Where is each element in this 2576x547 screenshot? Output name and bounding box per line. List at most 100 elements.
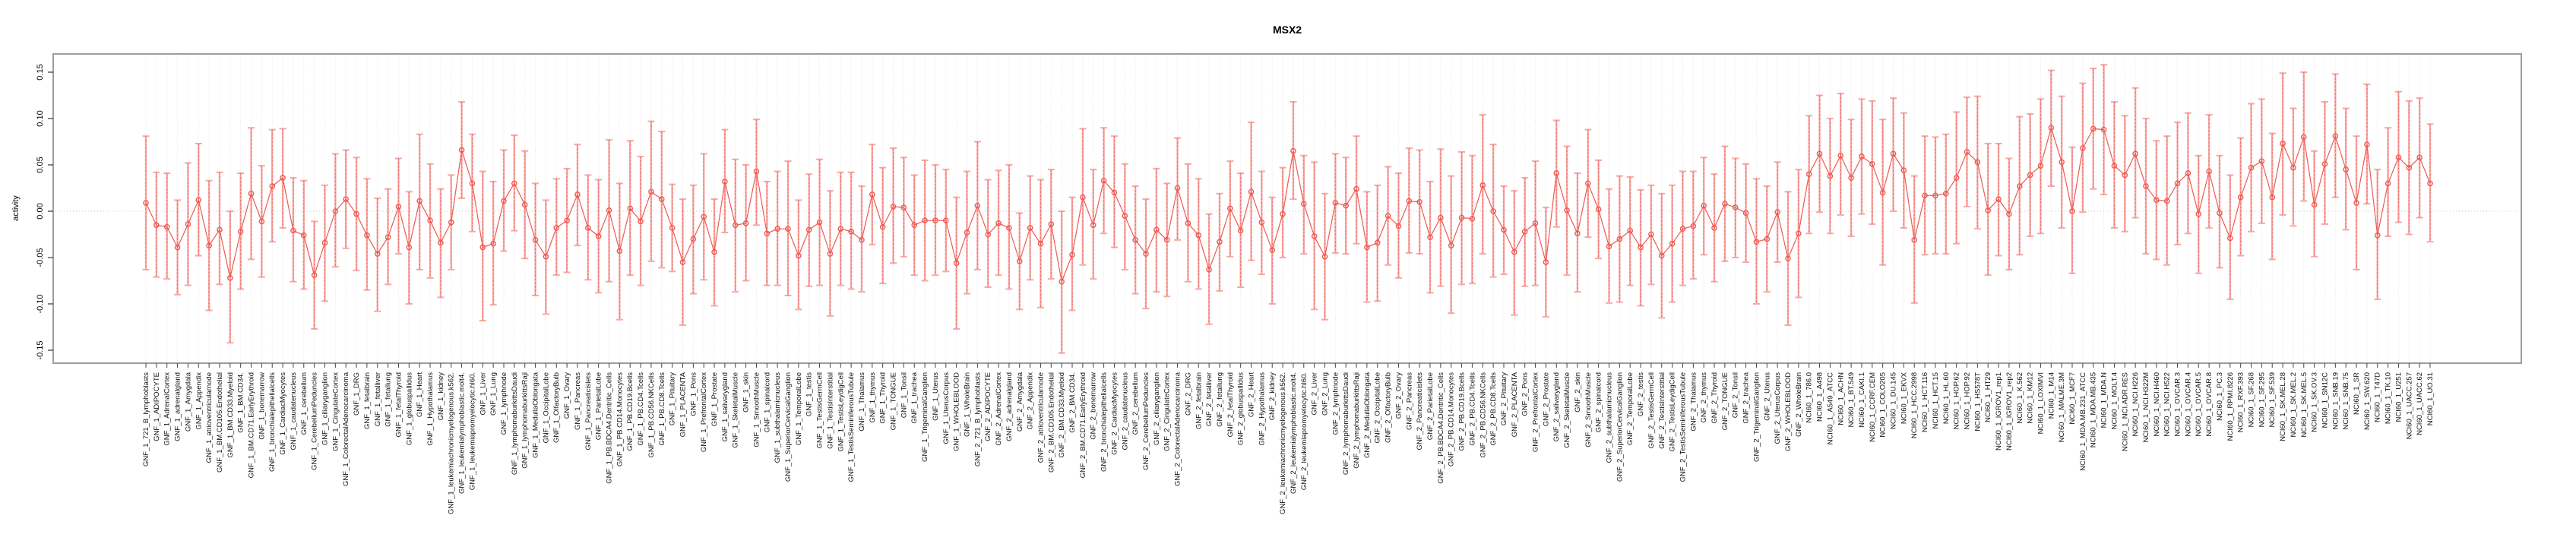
data-point bbox=[1532, 220, 1539, 226]
data-point bbox=[1774, 209, 1780, 216]
x-tick-label: GNF_1_SmoothMuscle bbox=[752, 372, 761, 447]
data-point bbox=[1332, 200, 1339, 206]
data-point bbox=[1606, 243, 1612, 250]
data-point bbox=[679, 259, 686, 265]
x-tick-label: GNF_2_salivarygland bbox=[1552, 372, 1561, 441]
data-point bbox=[2427, 180, 2433, 187]
data-point bbox=[2364, 141, 2370, 147]
x-tick-label: NCI60_1_SK.MEL.2 bbox=[2290, 372, 2298, 438]
data-point bbox=[374, 251, 381, 257]
data-point bbox=[1237, 227, 1244, 234]
x-tick-label: GNF_2_BM.CD33.Myeloid bbox=[1058, 372, 1066, 457]
data-point bbox=[1805, 171, 1812, 177]
data-point bbox=[2080, 145, 2086, 151]
x-tick-label: NCI60_1_HCC.2998 bbox=[1910, 372, 1919, 438]
x-tick-label: GNF_2_AdrenalCortex bbox=[995, 372, 1003, 446]
x-tick-label: GNF_1_CingulateCortex bbox=[331, 372, 340, 451]
data-point bbox=[2069, 208, 2075, 214]
x-tick-label: GNF_1_Lung bbox=[489, 372, 498, 416]
x-tick-label: NCI60_1_OVCAR.8 bbox=[2205, 372, 2214, 436]
data-point bbox=[1701, 202, 1707, 209]
data-point bbox=[1574, 230, 1581, 237]
x-tick-label: GNF_2_caudatenucleus bbox=[1121, 372, 1129, 451]
x-tick-label: GNF_2_Liver bbox=[1311, 372, 1319, 416]
x-tick-label: GNF_2_Hypothalamus bbox=[1258, 372, 1266, 446]
data-point bbox=[869, 191, 875, 198]
x-tick-label: GNF_1_WHOLEBLOOD bbox=[953, 372, 961, 451]
x-tick-label: GNF_1_Heart bbox=[416, 372, 424, 417]
data-point bbox=[353, 210, 359, 217]
data-point bbox=[1069, 251, 1075, 258]
x-tick-label: NCI60_1_IGROV1_rep1 bbox=[1995, 372, 2003, 451]
data-point bbox=[427, 217, 433, 224]
data-point bbox=[985, 231, 992, 238]
x-tick-label: NCI60_1_NCI.H322M bbox=[2142, 372, 2150, 442]
gridlines bbox=[145, 55, 2431, 362]
x-tick-label: GNF_1_leukemiachronicmyelogenous.k562. bbox=[448, 372, 456, 514]
data-point bbox=[1521, 229, 1528, 235]
x-tick-label: GNF_2_CerebellumPeduncles bbox=[1142, 372, 1150, 470]
x-tick-label: NCI60_1_HOP.92 bbox=[1963, 372, 1971, 429]
data-point bbox=[1638, 244, 1644, 251]
data-point bbox=[511, 180, 517, 187]
x-tick-label: NCI60_1_HCT.15 bbox=[1932, 372, 1940, 428]
x-tick-label: GNF_2_Thyroid bbox=[1710, 372, 1719, 424]
data-point bbox=[1553, 170, 1560, 176]
data-point bbox=[1942, 191, 1949, 197]
x-tick-label: NCI60_1_UACC.257 bbox=[2405, 372, 2413, 439]
data-point bbox=[1501, 226, 1507, 233]
data-point bbox=[1185, 220, 1191, 226]
data-point bbox=[2300, 134, 2307, 141]
data-point bbox=[1217, 239, 1223, 245]
data-point bbox=[1722, 201, 1728, 207]
x-tick-label: GNF_2_leukemialymphoblastic.molt4. bbox=[1290, 372, 1298, 494]
data-point bbox=[1753, 239, 1760, 245]
data-point bbox=[2143, 183, 2149, 189]
x-tick-label: GNF_2_PB.CD4.Tcells bbox=[1468, 372, 1476, 446]
data-point bbox=[922, 217, 928, 224]
x-tick-label: GNF_2_WholeBrain bbox=[1795, 372, 1803, 437]
data-point bbox=[1742, 210, 1749, 217]
x-tick-label: GNF_2_Tonsil bbox=[1732, 372, 1740, 418]
data-point bbox=[1300, 201, 1307, 207]
data-point bbox=[764, 230, 771, 237]
x-axis: GNF_1_721_B_lymphoblasts GNF_1_ADIPOCYTE G… bbox=[142, 363, 2435, 514]
x-tick-label: NCI60_1_T47D bbox=[2374, 372, 2382, 422]
data-point bbox=[2332, 133, 2339, 139]
x-tick-label: GNF_2_ParietalLobe bbox=[1426, 372, 1435, 440]
data-point bbox=[1796, 230, 1802, 237]
data-point bbox=[1479, 182, 1486, 188]
x-tick-label: GNF_1_SkeletalMuscle bbox=[732, 372, 740, 448]
data-point bbox=[1132, 237, 1138, 243]
data-point bbox=[1406, 198, 1413, 204]
data-point bbox=[501, 198, 507, 204]
data-point bbox=[2100, 126, 2107, 133]
data-point bbox=[1227, 205, 1233, 212]
x-tick-label: NCI60_1_EKVX bbox=[1900, 372, 1908, 424]
data-point bbox=[669, 225, 676, 231]
x-tick-label: NCI60_1_SF.268 bbox=[2248, 372, 2256, 427]
x-tick-label: GNF_1_UterusCorpus bbox=[942, 372, 951, 444]
data-point bbox=[1037, 240, 1044, 247]
data-point bbox=[300, 232, 307, 239]
data-point bbox=[1879, 189, 1886, 196]
x-tick-label: NCI60_1_OVCAR.4 bbox=[2184, 372, 2192, 436]
data-point bbox=[1458, 214, 1465, 221]
data-point bbox=[206, 242, 212, 248]
data-point bbox=[890, 204, 897, 210]
data-point bbox=[1048, 221, 1055, 227]
x-tick-label: GNF_1_BM.CD33.Myeloid bbox=[226, 372, 235, 457]
data-point bbox=[395, 204, 402, 210]
x-tick-label: NCI60_1_IGROV1_rep2 bbox=[2005, 372, 2014, 451]
data-point bbox=[2280, 141, 2286, 147]
data-point bbox=[1595, 206, 1602, 213]
data-point bbox=[1059, 278, 1065, 285]
data-point bbox=[1195, 232, 1202, 239]
x-tick-label: GNF_2_TestisLeydigCell bbox=[1669, 372, 1677, 452]
data-point bbox=[237, 229, 244, 235]
x-tick-label: NCI60_1_K.562 bbox=[2016, 372, 2024, 424]
x-tick-label: GNF_2_ciliaryganglion bbox=[1153, 372, 1161, 445]
x-tick-label: GNF_2_atrioventricularnode bbox=[1036, 372, 1045, 463]
x-tick-label: GNF_1_Appendix bbox=[195, 372, 203, 430]
x-tick-label: NCI60_1_BT.549 bbox=[1847, 372, 1856, 427]
